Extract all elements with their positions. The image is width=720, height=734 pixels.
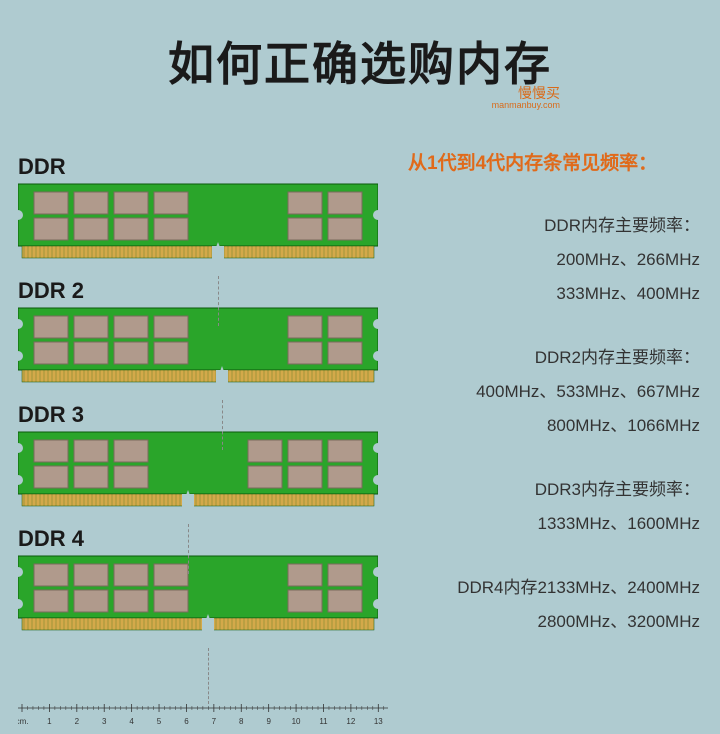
notch-guide-line	[208, 648, 209, 704]
svg-text:13: 13	[374, 717, 383, 726]
spec-group: DDR4内存2133MHz、2400MHz2800MHz、3200MHz	[408, 571, 700, 639]
spec-line: 400MHz、533MHz、667MHz	[408, 375, 700, 409]
svg-text:6: 6	[184, 717, 189, 726]
ruler: cm.12345678910111213	[18, 704, 388, 728]
spec-group: DDR3内存主要频率：1333MHz、1600MHz	[408, 473, 700, 541]
spec-line: 2800MHz、3200MHz	[408, 605, 700, 639]
svg-text:5: 5	[157, 717, 162, 726]
spec-group: DDR2内存主要频率：400MHz、533MHz、667MHz800MHz、10…	[408, 341, 700, 443]
svg-text:12: 12	[346, 717, 355, 726]
ram-stick-icon	[18, 430, 378, 508]
spec-list: DDR内存主要频率：200MHz、266MHz333MHz、400MHz DDR2…	[408, 209, 700, 639]
svg-text:4: 4	[129, 717, 134, 726]
ram-block-ddr4: DDR 4	[18, 526, 388, 632]
ram-block-ddr3: DDR 3	[18, 402, 388, 508]
ram-stick	[18, 306, 388, 384]
notch-guide-line	[218, 276, 219, 326]
ram-label: DDR	[18, 154, 388, 180]
spec-line: DDR内存主要频率：	[408, 209, 700, 243]
svg-text:2: 2	[75, 717, 80, 726]
ram-stick-icon	[18, 554, 378, 632]
svg-text:9: 9	[266, 717, 271, 726]
ram-stick	[18, 182, 388, 260]
svg-text:8: 8	[239, 717, 244, 726]
svg-text:11: 11	[319, 717, 328, 726]
ram-block-ddr2: DDR 2	[18, 278, 388, 384]
notch-guide-line	[188, 524, 189, 574]
svg-text:cm.: cm.	[18, 717, 28, 726]
ram-stick	[18, 554, 388, 632]
spec-column: 从1代到4代内存条常见频率： DDR内存主要频率：200MHz、266MHz33…	[388, 154, 700, 669]
ram-block-ddr: DDR	[18, 154, 388, 260]
spec-line: DDR3内存主要频率：	[408, 473, 700, 507]
spec-subtitle: 从1代到4代内存条常见频率：	[408, 148, 700, 175]
watermark: 慢慢买 manmanbuy.com	[492, 86, 560, 111]
svg-text:10: 10	[292, 717, 301, 726]
spec-line: DDR2内存主要频率：	[408, 341, 700, 375]
page-title: 如何正确选购内存	[0, 0, 720, 94]
spec-line: 1333MHz、1600MHz	[408, 507, 700, 541]
ram-stick-icon	[18, 306, 378, 384]
spec-line: 800MHz、1066MHz	[408, 409, 700, 443]
spec-group: DDR内存主要频率：200MHz、266MHz333MHz、400MHz	[408, 209, 700, 311]
spec-line: 333MHz、400MHz	[408, 277, 700, 311]
content-area: DDR DDR 2 DDR 3 DDR 4 从1代到4代内存条常见频率： DDR内存主…	[0, 154, 720, 669]
watermark-main: 慢慢买	[492, 86, 560, 101]
ram-stick-icon	[18, 182, 378, 260]
spec-line: DDR4内存2133MHz、2400MHz	[408, 571, 700, 605]
spec-line: 200MHz、266MHz	[408, 243, 700, 277]
svg-text:7: 7	[212, 717, 217, 726]
svg-text:1: 1	[47, 717, 52, 726]
notch-guide-line	[222, 400, 223, 450]
watermark-sub: manmanbuy.com	[492, 101, 560, 111]
svg-text:3: 3	[102, 717, 107, 726]
ram-stick	[18, 430, 388, 508]
ram-label: DDR 2	[18, 278, 388, 304]
ram-diagram-column: DDR DDR 2 DDR 3 DDR 4	[18, 154, 388, 669]
ram-label: DDR 3	[18, 402, 388, 428]
ram-label: DDR 4	[18, 526, 388, 552]
